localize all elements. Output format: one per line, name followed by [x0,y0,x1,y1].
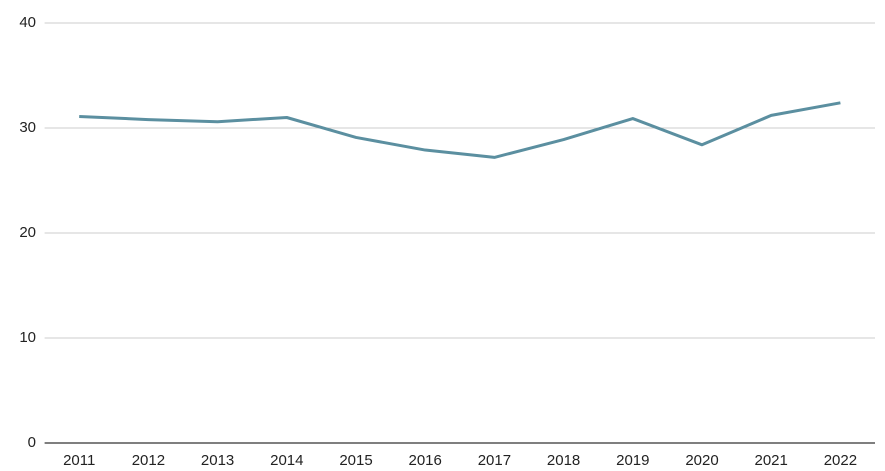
x-tick-label: 2014 [270,452,303,469]
x-tick-label: 2017 [478,452,511,469]
x-tick-label: 2013 [201,452,234,469]
y-tick-label: 10 [19,329,36,346]
x-tick-label: 2015 [339,452,372,469]
y-tick-label: 20 [19,224,36,241]
data-line [79,101,841,159]
x-tick-label: 2022 [824,452,857,469]
y-tick-label: 30 [19,119,36,136]
x-tick-label: 2021 [755,452,788,469]
x-tick-label: 2016 [409,452,442,469]
y-tick-label: 0 [28,434,36,451]
x-tick-label: 2012 [132,452,165,469]
x-tick-label: 2020 [685,452,718,469]
x-tick-label: 2018 [547,452,580,469]
x-tick-label: 2019 [616,452,649,469]
y-tick-label: 40 [19,14,36,31]
x-tick-label: 2011 [63,452,95,469]
